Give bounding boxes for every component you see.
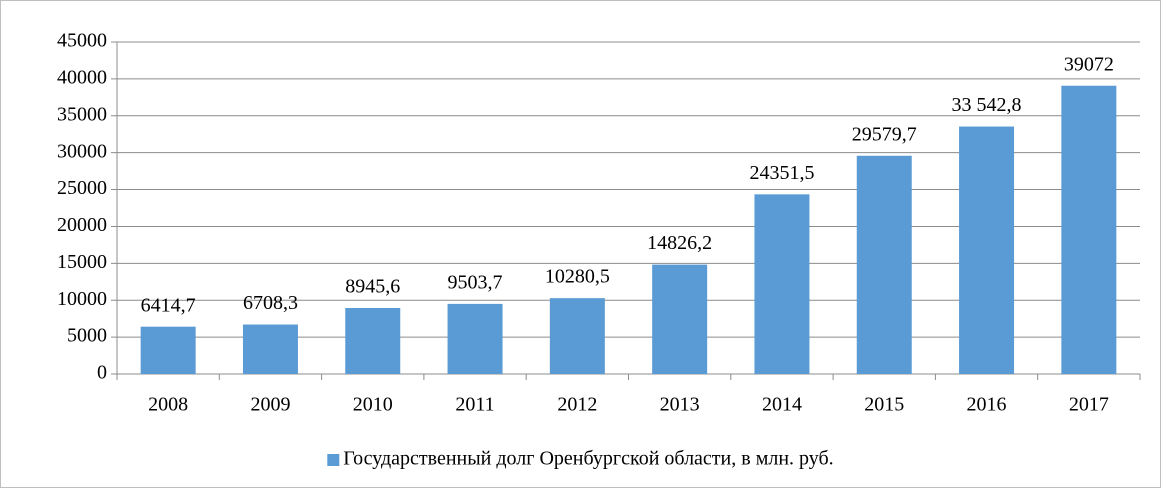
- bar: [140, 326, 196, 374]
- value-label: 9503,7: [448, 271, 503, 293]
- x-tick-label: 2017: [1069, 394, 1109, 416]
- bar: [754, 194, 810, 374]
- y-tick-label: 15000: [57, 251, 107, 273]
- bar: [652, 264, 708, 374]
- x-tick-label: 2012: [557, 394, 597, 416]
- value-label: 8945,6: [345, 276, 400, 298]
- y-tick-label: 10000: [57, 288, 107, 310]
- y-tick-label: 45000: [57, 30, 107, 52]
- bar: [345, 308, 401, 374]
- value-label: 24351,5: [749, 162, 814, 184]
- value-label: 14826,2: [647, 232, 712, 254]
- y-tick-label: 35000: [57, 103, 107, 125]
- x-tick-label: 2013: [660, 394, 700, 416]
- value-label: 33 542,8: [952, 94, 1022, 116]
- bar: [549, 298, 605, 374]
- legend-swatch: [327, 454, 340, 466]
- y-tick-label: 25000: [57, 177, 107, 199]
- x-tick-label: 2008: [148, 394, 188, 416]
- x-tick-label: 2015: [864, 394, 904, 416]
- y-tick-label: 0: [97, 362, 107, 384]
- bar: [1061, 85, 1117, 374]
- value-label: 39072: [1064, 53, 1114, 75]
- bar: [856, 155, 912, 374]
- legend-label: Государственный долг Оренбургской област…: [343, 448, 833, 470]
- x-tick-label: 2016: [967, 394, 1007, 416]
- x-tick-label: 2011: [455, 394, 494, 416]
- value-label: 10280,5: [545, 266, 610, 288]
- y-tick-label: 5000: [67, 325, 107, 347]
- x-tick-label: 2009: [250, 394, 290, 416]
- value-label: 6414,7: [141, 294, 196, 316]
- y-tick-label: 40000: [57, 66, 107, 88]
- y-tick-label: 30000: [57, 140, 107, 162]
- value-label: 6708,3: [243, 292, 298, 314]
- bar: [242, 324, 298, 374]
- x-tick-label: 2010: [353, 394, 393, 416]
- x-tick-label: 2014: [762, 394, 802, 416]
- bar: [959, 126, 1015, 374]
- y-tick-label: 20000: [57, 214, 107, 236]
- bar: [447, 303, 503, 374]
- value-label: 29579,7: [852, 123, 917, 145]
